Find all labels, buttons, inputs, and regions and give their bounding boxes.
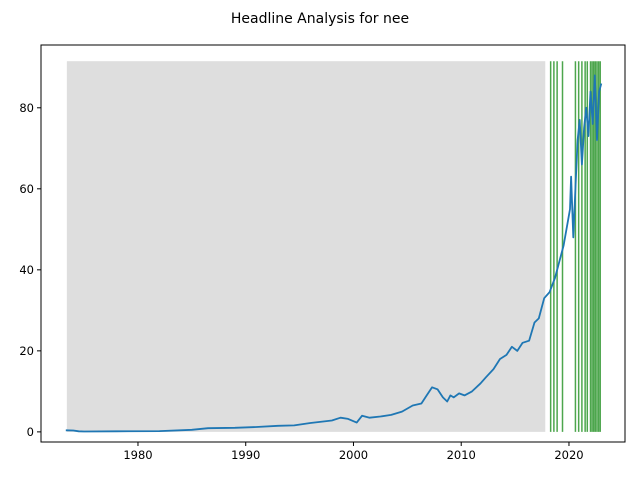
shaded-region (66, 61, 546, 432)
chart-title: Headline Analysis for nee (231, 11, 409, 27)
series-line (65, 74, 603, 433)
x-tick-label: 2010 (447, 448, 476, 462)
plot-area (65, 61, 603, 433)
x-tick-label: 2020 (554, 448, 583, 462)
y-tick-label: 60 (19, 182, 34, 196)
x-tick-label: 1980 (123, 448, 152, 462)
y-tick-label: 20 (19, 344, 34, 358)
axis-ticks: 1980 1990 2000 2010 2020 0 20 40 60 80 (19, 101, 583, 462)
plot-frame (40, 44, 626, 443)
y-tick-label: 80 (19, 101, 34, 115)
x-tick-label: 1990 (231, 448, 260, 462)
y-tick-label: 0 (27, 425, 34, 439)
y-tick-label: 40 (19, 263, 34, 277)
x-tick-label: 2000 (339, 448, 368, 462)
